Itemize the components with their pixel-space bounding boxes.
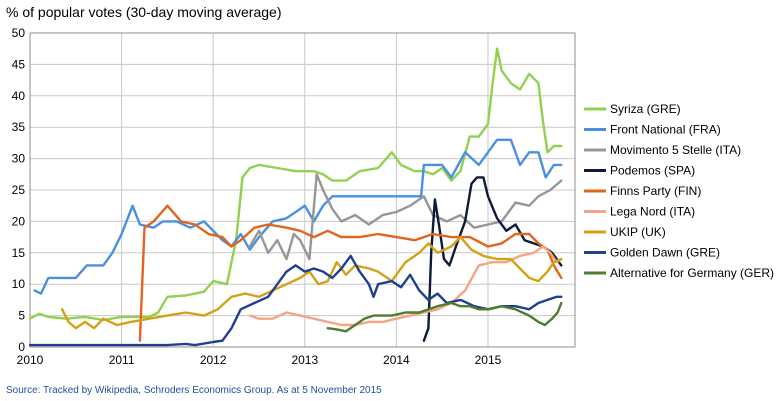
legend-label: UKIP (UK) — [610, 225, 666, 239]
x-tick-label: 2015 — [475, 353, 502, 367]
series-line-golden-dawn-gre — [28, 254, 563, 347]
series-line-finns-party-fin — [138, 204, 563, 342]
y-tick-label: 5 — [18, 309, 25, 323]
y-tick-label: 50 — [12, 26, 26, 40]
y-tick-label: 45 — [12, 57, 26, 71]
x-tick-label: 2013 — [291, 353, 318, 367]
y-tick-label: 40 — [12, 89, 26, 103]
legend-label: Podemos (SPA) — [610, 164, 695, 178]
legend-label: Finns Party (FIN) — [610, 184, 701, 198]
y-tick-label: 15 — [12, 246, 26, 260]
legend-label: Lega Nord (ITA) — [610, 205, 695, 219]
x-tick-label: 2010 — [17, 353, 44, 367]
series-lines — [28, 47, 563, 347]
plot-area-border — [29, 32, 576, 348]
series-line-ukip-uk — [60, 235, 563, 330]
source-note: Source: Tracked by Wikipedia, Schroders … — [6, 385, 382, 396]
y-tick-label: 0 — [18, 340, 25, 354]
series-line-front-national-fra — [33, 138, 563, 295]
y-tick-label: 30 — [12, 152, 26, 166]
series-line-movimento-5-stelle-ita — [248, 173, 563, 261]
x-tick-label: 2011 — [109, 353, 135, 367]
series-line-alternative-for-germany-ger — [326, 301, 563, 333]
legend-label: Golden Dawn (GRE) — [610, 246, 720, 260]
series-line-podemos-spa — [422, 176, 563, 342]
y-tick-label: 10 — [12, 277, 26, 291]
legend-label: Alternative for Germany (GER) — [610, 266, 774, 280]
series-line-syriza-gre — [28, 47, 563, 322]
chart-title: % of popular votes (30-day moving averag… — [6, 4, 282, 20]
legend-label: Front National (FRA) — [610, 123, 721, 137]
legend: Syriza (GRE) Front National (FRA) Moviment… — [584, 102, 774, 280]
y-tick-label: 35 — [12, 120, 26, 134]
y-tick-label: 20 — [12, 214, 26, 228]
legend-label: Movimento 5 Stelle (ITA) — [610, 143, 741, 157]
y-tick-label: 25 — [12, 183, 26, 197]
series-line-lega-nord-ita — [248, 245, 563, 327]
x-tick-label: 2014 — [383, 353, 410, 367]
axes: 0 5 10 15 20 25 30 35 40 45 50 2010 2011 2012 2013 2014… — [12, 26, 576, 367]
x-tick-label: 2012 — [200, 353, 227, 367]
legend-label: Syriza (GRE) — [610, 102, 681, 116]
